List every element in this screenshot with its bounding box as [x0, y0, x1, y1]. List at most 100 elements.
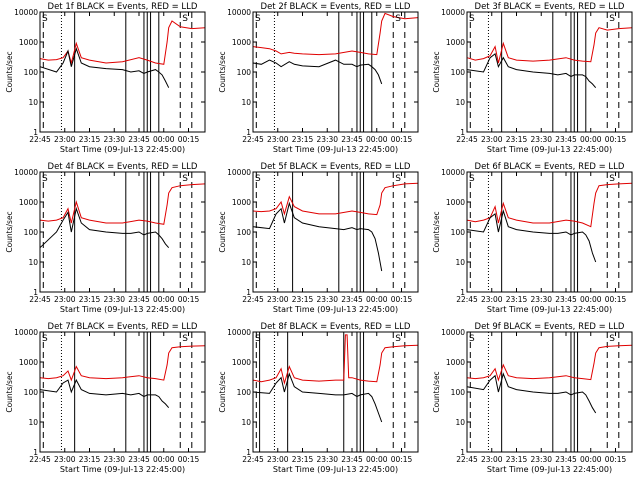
x-tick-label: 23:45: [128, 135, 150, 144]
x-tick-label: 23:30: [530, 135, 552, 144]
x-tick-label: 23:00: [54, 455, 76, 464]
x-tick-label: 22:45: [29, 135, 51, 144]
lld-series-line: [466, 27, 633, 64]
x-tick-label: 00:00: [580, 455, 602, 464]
x-tick-label: 00:00: [153, 295, 175, 304]
y-tick-label: 10: [455, 98, 465, 107]
corner-marker-left: S: [469, 334, 475, 344]
y-tick-label: 1000: [232, 198, 251, 207]
x-tick-label: 00:00: [366, 295, 388, 304]
y-tick-label: 1000: [446, 358, 465, 367]
corner-marker-left: S: [42, 174, 48, 184]
y-tick-label: 10: [28, 98, 38, 107]
x-tick-label: 23:45: [341, 455, 363, 464]
x-tick-label: 00:15: [391, 135, 413, 144]
corner-marker-left: S: [469, 14, 475, 24]
x-axis-label: Start Time (09-Jul-13 22:45:00): [273, 305, 398, 314]
events-series-line: [466, 209, 597, 263]
y-axis-label: Counts/sec: [5, 371, 14, 412]
y-tick-label: 10000: [227, 168, 251, 177]
x-tick-label: 23:15: [79, 295, 101, 304]
corner-marker-right: S: [609, 334, 615, 344]
y-tick-label: 10000: [441, 328, 465, 337]
corner-marker-left: S: [255, 334, 261, 344]
y-tick-label: 1: [460, 448, 465, 457]
y-tick-label: 1000: [19, 358, 38, 367]
y-tick-label: 10000: [441, 168, 465, 177]
y-tick-label: 1000: [232, 38, 251, 47]
events-series-line: [39, 378, 170, 409]
x-tick-label: 23:30: [316, 295, 338, 304]
lld-series-line: [252, 12, 419, 56]
events-series-line: [252, 372, 383, 423]
y-tick-label: 10000: [227, 8, 251, 17]
y-tick-label: 1: [246, 448, 251, 457]
x-tick-label: 00:15: [178, 135, 200, 144]
x-tick-label: 23:45: [341, 295, 363, 304]
y-axis-label: Counts/sec: [5, 211, 14, 252]
panel-title: Det 4f BLACK = Events, RED = LLD: [48, 162, 198, 172]
x-tick-label: 23:45: [555, 135, 577, 144]
x-axis-label: Start Time (09-Jul-13 22:45:00): [273, 465, 398, 474]
y-tick-label: 10000: [14, 8, 38, 17]
y-tick-label: 100: [24, 228, 39, 237]
x-tick-label: 23:45: [555, 455, 577, 464]
x-axis-label: Start Time (09-Jul-13 22:45:00): [487, 305, 612, 314]
lld-series-line: [466, 344, 633, 382]
y-tick-label: 10000: [14, 168, 38, 177]
x-tick-label: 22:45: [242, 135, 264, 144]
x-tick-label: 23:45: [341, 135, 363, 144]
y-tick-label: 100: [451, 228, 466, 237]
events-series-line: [466, 53, 597, 89]
corner-marker-left: S: [469, 174, 475, 184]
y-tick-label: 1: [33, 128, 38, 137]
y-tick-label: 1000: [232, 358, 251, 367]
panel-title: Det 2f BLACK = Events, RED = LLD: [261, 2, 411, 12]
x-tick-label: 00:00: [580, 135, 602, 144]
x-tick-label: 00:00: [153, 455, 175, 464]
x-tick-label: 23:15: [292, 295, 314, 304]
panel-title: Det 9f BLACK = Events, RED = LLD: [475, 322, 625, 332]
y-tick-label: 10: [455, 418, 465, 427]
y-tick-label: 10: [241, 418, 251, 427]
y-tick-label: 10000: [227, 328, 251, 337]
y-tick-label: 100: [237, 68, 252, 77]
corner-marker-right: S: [609, 174, 615, 184]
events-series-line: [252, 201, 383, 272]
y-axis-label: Counts/sec: [5, 51, 14, 92]
x-tick-label: 00:00: [153, 135, 175, 144]
x-tick-label: 23:15: [506, 295, 528, 304]
lld-series-line: [39, 20, 206, 65]
y-tick-label: 1: [246, 288, 251, 297]
x-axis-label: Start Time (09-Jul-13 22:45:00): [60, 465, 185, 474]
corner-marker-left: S: [255, 14, 261, 24]
y-axis-label: Counts/sec: [218, 371, 227, 412]
corner-marker-right: S: [609, 14, 615, 24]
x-tick-label: 22:45: [456, 135, 478, 144]
x-tick-label: 23:30: [103, 295, 125, 304]
y-tick-label: 1: [460, 128, 465, 137]
corner-marker-right: S: [182, 14, 188, 24]
corner-marker-left: S: [255, 174, 261, 184]
x-tick-label: 22:45: [456, 455, 478, 464]
panel-title: Det 8f BLACK = Events, RED = LLD: [261, 322, 411, 332]
y-tick-label: 10: [241, 258, 251, 267]
y-tick-label: 1000: [19, 198, 38, 207]
y-tick-label: 1000: [19, 38, 38, 47]
events-series-line: [466, 372, 597, 414]
y-tick-label: 100: [451, 388, 466, 397]
x-axis-label: Start Time (09-Jul-13 22:45:00): [60, 305, 185, 314]
panel-title: Det 5f BLACK = Events, RED = LLD: [261, 162, 411, 172]
y-tick-label: 10: [241, 98, 251, 107]
x-tick-label: 23:15: [292, 135, 314, 144]
lld-series-line: [252, 334, 419, 385]
x-tick-label: 23:30: [316, 455, 338, 464]
y-tick-label: 100: [24, 388, 39, 397]
lld-series-line: [252, 182, 419, 216]
events-series-line: [39, 47, 170, 88]
x-axis-label: Start Time (09-Jul-13 22:45:00): [60, 145, 185, 154]
